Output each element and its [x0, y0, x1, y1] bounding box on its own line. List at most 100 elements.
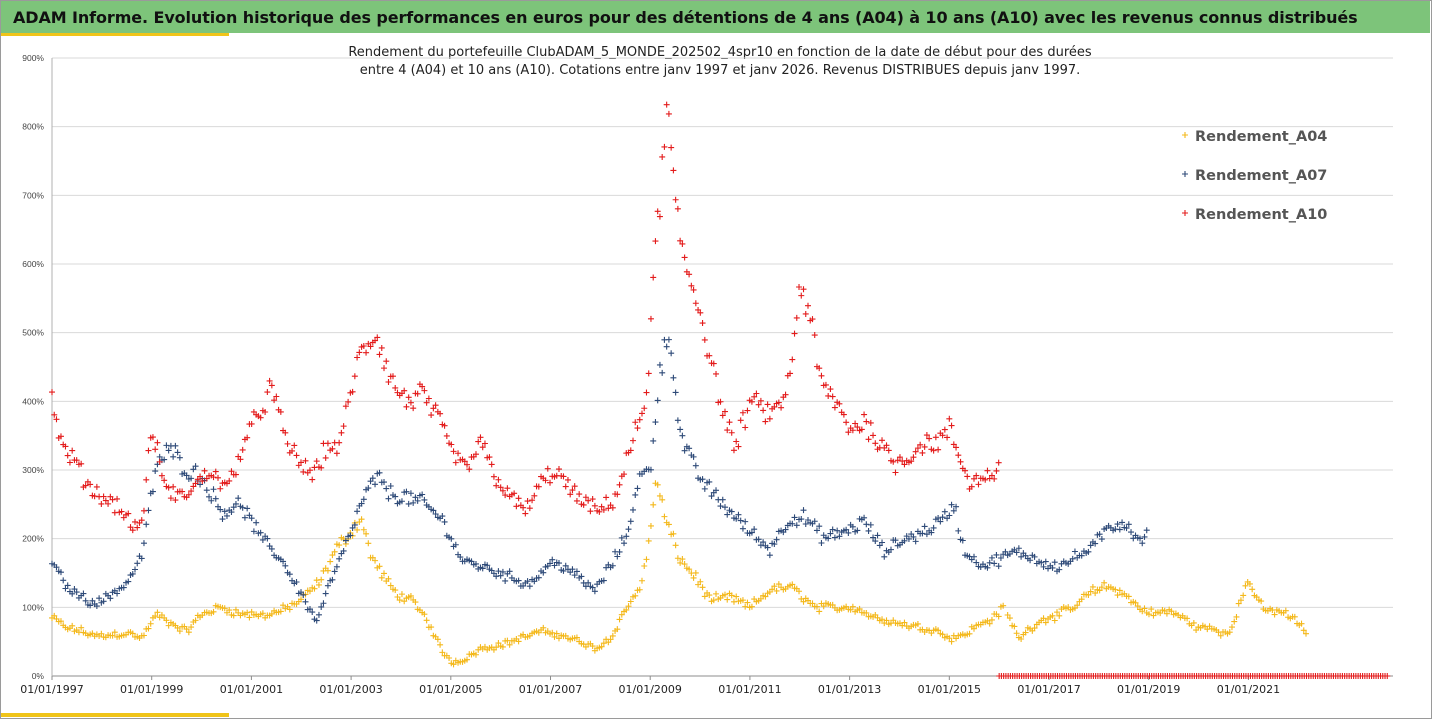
data-point [1141, 533, 1148, 540]
data-point [190, 466, 197, 473]
data-point [708, 493, 715, 500]
data-point [481, 440, 488, 447]
data-point [329, 576, 336, 583]
data-point [342, 403, 349, 410]
data-point [320, 600, 327, 607]
data-point [221, 605, 228, 612]
data-point [748, 398, 755, 405]
data-point [1184, 615, 1191, 622]
data-point [98, 500, 105, 507]
data-point [773, 587, 780, 594]
data-point [448, 535, 455, 542]
data-point [677, 237, 684, 244]
data-point [289, 447, 296, 454]
x-tick-label: 01/01/2009 [619, 683, 682, 696]
data-point [284, 440, 291, 447]
data-point [955, 527, 962, 534]
data-point [948, 422, 955, 429]
data-point [569, 566, 576, 573]
data-point [322, 590, 329, 597]
data-point [363, 530, 370, 537]
data-point [318, 603, 325, 610]
data-point [775, 399, 782, 406]
data-point [221, 508, 228, 515]
data-point [158, 472, 165, 479]
data-point [632, 491, 639, 498]
chart-title-line-1: Rendement du portefeuille ClubADAM_5_MON… [348, 45, 1092, 60]
data-point [464, 461, 471, 468]
data-point [457, 554, 464, 561]
data-point [499, 568, 506, 575]
data-point [282, 562, 289, 569]
data-point [941, 426, 948, 433]
data-point [262, 408, 269, 415]
data-point [614, 491, 621, 498]
data-point-zero [1384, 673, 1391, 679]
data-point [1074, 602, 1081, 609]
data-point [733, 438, 740, 445]
data-point [149, 434, 156, 441]
data-point [946, 512, 953, 519]
data-point [1300, 627, 1307, 634]
data-point [802, 310, 809, 317]
data-point [1027, 557, 1034, 564]
data-point [302, 457, 309, 464]
data-point [208, 497, 215, 504]
data-point [241, 514, 248, 521]
data-point [679, 240, 686, 247]
data-point [479, 565, 486, 572]
data-point [472, 451, 479, 458]
data-point [513, 503, 520, 510]
data-point [935, 514, 942, 521]
data-point [829, 526, 836, 533]
data-point [1087, 542, 1094, 549]
data-point [724, 427, 731, 434]
data-point [627, 598, 634, 605]
data-point [228, 468, 235, 475]
data-point [573, 497, 580, 504]
data-point [385, 378, 392, 385]
data-point [883, 617, 890, 624]
data-point [1092, 540, 1099, 547]
y-tick-label: 200% [22, 534, 44, 544]
data-point [690, 574, 697, 581]
data-point [798, 292, 805, 299]
data-point [57, 433, 64, 440]
data-point [425, 395, 432, 402]
data-point [446, 654, 453, 661]
data-point [787, 370, 794, 377]
data-point [185, 629, 192, 636]
data-point [156, 453, 163, 460]
data-point [376, 469, 383, 476]
data-point [793, 522, 800, 529]
data-point [1148, 606, 1155, 613]
data-point [367, 343, 374, 350]
data-point [1056, 612, 1063, 619]
data-point [210, 486, 217, 493]
data-point [641, 563, 648, 570]
data-point [641, 405, 648, 412]
data-point [1031, 625, 1038, 632]
data-point [560, 567, 567, 574]
data-point [385, 495, 392, 502]
data-point [78, 624, 85, 631]
x-tick-label: 01/01/2019 [1117, 683, 1180, 696]
data-point [896, 454, 903, 461]
data-point [293, 452, 300, 459]
data-point [78, 460, 85, 467]
data-point [479, 444, 486, 451]
data-point [854, 424, 861, 431]
data-point [587, 508, 594, 515]
data-point [327, 558, 334, 565]
data-point [268, 545, 275, 552]
data-point [421, 611, 428, 618]
data-point [638, 577, 645, 584]
data-point [991, 560, 998, 567]
data-point [203, 487, 210, 494]
data-point [1078, 552, 1085, 559]
data-point [995, 613, 1002, 620]
data-point [280, 602, 287, 609]
data-point [867, 521, 874, 528]
data-point [407, 490, 414, 497]
data-point [105, 500, 112, 507]
